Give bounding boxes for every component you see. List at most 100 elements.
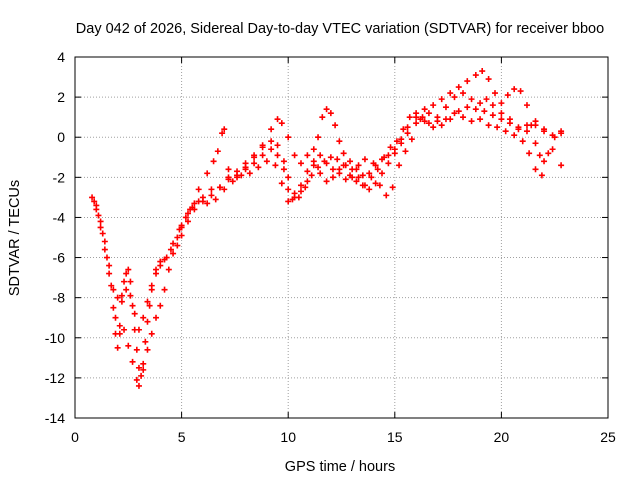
data-point xyxy=(347,158,354,165)
data-point xyxy=(229,178,236,185)
data-point xyxy=(336,138,343,145)
data-point xyxy=(170,250,177,257)
data-point xyxy=(135,364,142,371)
data-point xyxy=(404,124,411,131)
data-point xyxy=(425,110,432,117)
data-point xyxy=(110,286,117,293)
data-point xyxy=(118,292,125,299)
data-point xyxy=(315,134,322,141)
data-point xyxy=(208,192,215,199)
data-point xyxy=(106,270,113,277)
data-point xyxy=(140,366,147,373)
data-point xyxy=(511,86,518,93)
data-point xyxy=(251,154,258,161)
data-point xyxy=(195,186,202,193)
data-point xyxy=(551,134,558,141)
data-point xyxy=(327,154,334,161)
data-point xyxy=(361,156,368,163)
data-point xyxy=(451,94,458,101)
x-tick-label: 20 xyxy=(494,429,510,445)
data-point xyxy=(174,234,181,241)
grid-lines xyxy=(75,57,608,418)
data-point xyxy=(359,172,366,179)
data-point xyxy=(165,266,172,273)
data-point xyxy=(310,158,317,165)
data-point xyxy=(302,184,309,191)
data-point xyxy=(108,282,115,289)
data-point xyxy=(274,152,281,159)
data-point xyxy=(541,128,548,135)
data-point xyxy=(425,120,432,127)
data-point xyxy=(280,166,287,173)
data-point xyxy=(116,322,123,329)
data-point xyxy=(417,116,424,123)
data-point xyxy=(517,88,524,95)
data-point xyxy=(340,150,347,157)
data-point xyxy=(285,198,292,205)
data-point xyxy=(135,382,142,389)
data-point xyxy=(402,148,409,155)
data-point xyxy=(532,166,539,173)
data-point xyxy=(112,314,119,321)
data-point xyxy=(391,146,398,153)
data-point xyxy=(212,196,219,203)
data-point xyxy=(195,198,202,205)
data-point xyxy=(99,230,106,237)
data-point xyxy=(387,144,394,151)
data-point xyxy=(187,206,194,213)
data-point xyxy=(492,90,499,97)
data-point xyxy=(413,114,420,121)
data-point xyxy=(95,212,102,219)
data-point xyxy=(528,122,535,129)
data-point xyxy=(447,90,454,97)
data-point xyxy=(246,170,253,177)
data-point xyxy=(368,174,375,181)
data-point xyxy=(204,170,211,177)
data-point xyxy=(127,278,134,285)
data-point xyxy=(176,226,183,233)
data-point xyxy=(308,172,315,179)
data-point xyxy=(89,194,96,201)
data-point xyxy=(274,142,281,149)
data-point xyxy=(106,262,113,269)
data-point xyxy=(498,110,505,117)
data-point xyxy=(297,160,304,167)
x-tick-label: 15 xyxy=(387,429,403,445)
data-point xyxy=(178,232,185,239)
data-point xyxy=(208,186,215,193)
data-point xyxy=(285,174,292,181)
data-point xyxy=(123,286,130,293)
data-point xyxy=(255,164,262,171)
data-point xyxy=(494,124,501,131)
data-point xyxy=(163,254,170,261)
data-point xyxy=(278,120,285,127)
data-point xyxy=(366,170,373,177)
data-point xyxy=(477,116,484,123)
data-point xyxy=(376,182,383,189)
data-point xyxy=(110,304,117,311)
data-point xyxy=(366,186,373,193)
data-point xyxy=(310,146,317,153)
y-tick-label: -6 xyxy=(53,250,66,266)
data-point xyxy=(129,302,136,309)
data-point xyxy=(297,182,304,189)
data-point xyxy=(268,146,275,153)
data-point xyxy=(438,96,445,103)
data-point xyxy=(140,314,147,321)
y-tick-label: -8 xyxy=(53,290,66,306)
data-point xyxy=(323,106,330,113)
y-tick-label: -14 xyxy=(45,410,65,426)
data-point xyxy=(291,194,298,201)
data-point xyxy=(242,164,249,171)
data-point xyxy=(451,110,458,117)
data-point xyxy=(342,162,349,169)
data-point xyxy=(468,118,475,125)
data-point xyxy=(372,180,379,187)
data-point xyxy=(323,160,330,167)
data-point xyxy=(291,152,298,159)
data-point xyxy=(511,132,518,139)
data-point xyxy=(472,72,479,79)
data-point xyxy=(127,292,134,299)
x-axis-ticks: 0 5 10 15 20 25 xyxy=(71,57,616,445)
